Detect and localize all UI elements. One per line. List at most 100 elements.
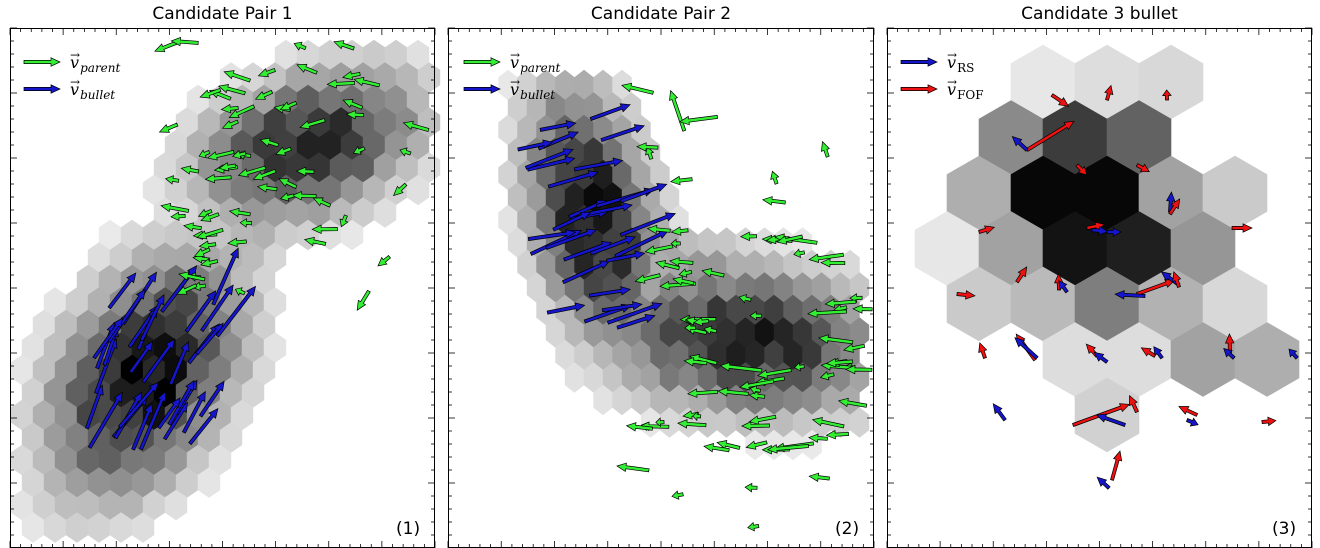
parent-arrow: [776, 234, 804, 245]
hexbin-cell: [43, 467, 67, 498]
bullet-arrow: [139, 391, 166, 451]
hexbin-cell: [98, 489, 122, 521]
parent-arrow: [717, 387, 749, 397]
hexbin-cell: [1106, 322, 1172, 397]
hexbin-cell: [208, 399, 232, 431]
rs-arrow: [1091, 225, 1109, 236]
fof-arrow: [956, 290, 976, 300]
parent-arrow: [291, 190, 317, 201]
parent-arrow: [684, 322, 696, 333]
hexbin-cell: [252, 219, 276, 251]
hexbin-cell: [362, 84, 386, 116]
hexbin-cell: [120, 219, 144, 251]
hexbin-cell: [186, 444, 210, 476]
hexbin-cell: [536, 249, 556, 281]
hexbin-cell: [602, 317, 623, 348]
rs-arrow: [1058, 280, 1069, 294]
hexbin-cell: [230, 264, 254, 296]
velocity-arrows: [956, 84, 1299, 490]
parent-arrow: [634, 273, 661, 284]
hexbin-cell: [1138, 44, 1204, 120]
hexbin-cell: [263, 287, 287, 318]
parent-arrow: [669, 257, 694, 267]
hexbin-cell: [507, 227, 528, 258]
hexbin-cell: [517, 204, 537, 236]
hexbin-cell: [688, 249, 708, 281]
hexbin-cell: [773, 317, 794, 348]
hexbin-cell: [602, 362, 623, 393]
hexbin-cell: [318, 39, 342, 71]
svg-text:v→bullet: v→bullet: [510, 75, 555, 102]
hexbin-cell: [821, 384, 841, 416]
fof-arrow: [978, 225, 996, 235]
hexbin-cell: [263, 332, 287, 363]
hexbin-cell: [109, 287, 133, 318]
legend-entry: v→parent: [463, 48, 561, 75]
bullet-arrow: [601, 301, 643, 313]
hexbin-cell: [142, 174, 166, 206]
parent-arrow: [221, 119, 239, 129]
legend-label: parent: [520, 61, 560, 75]
parent-arrow: [170, 211, 186, 222]
hexbin-cell: [735, 272, 756, 303]
hexbin-cell: [555, 339, 575, 371]
hexbin-cell: [87, 422, 111, 453]
parent-arrow: [845, 364, 873, 375]
parent-arrow: [377, 255, 391, 267]
fof-arrow: [1025, 120, 1075, 152]
hexbin-cell: [54, 399, 78, 431]
hexbin-cell: [802, 384, 822, 416]
hexbin-cell: [318, 174, 342, 206]
hexbin-cell: [545, 92, 566, 123]
hexbin-cell: [621, 92, 642, 123]
hexbin-cell: [526, 182, 547, 213]
parent-arrow: [198, 149, 211, 159]
bullet-arrow: [573, 157, 624, 172]
hexbin-cell: [593, 159, 613, 191]
hexbin-cell: [230, 354, 254, 386]
parent-arrow: [326, 79, 355, 89]
hexbin-cell: [230, 399, 254, 431]
hexbin-cell: [329, 107, 353, 138]
parent-arrow: [645, 146, 655, 160]
parent-arrow: [739, 231, 757, 242]
hexbin-cell: [650, 294, 670, 326]
bullet-arrow: [587, 202, 633, 216]
bullet-arrow: [561, 260, 611, 285]
parent-arrow: [808, 433, 828, 443]
hexbin-cell: [142, 219, 166, 251]
hexbin-cell: [76, 489, 100, 521]
fof-arrow: [1231, 223, 1253, 233]
parent-arrow: [279, 192, 295, 202]
parent-arrow: [164, 175, 180, 185]
legend-label: bullet: [520, 88, 555, 102]
legend-entry: v→bullet: [463, 75, 555, 102]
parent-arrow: [837, 397, 868, 408]
hexbin-cell: [329, 197, 353, 228]
hexbin-cell: [669, 339, 689, 371]
hexbin-cell: [252, 129, 276, 161]
hexbin-cell: [131, 242, 155, 273]
hexbin-cell: [716, 227, 737, 258]
hexbin-cell: [659, 407, 680, 438]
hexbin-cell: [76, 354, 100, 386]
parent-arrow: [741, 421, 770, 431]
legend-symbol: v: [70, 53, 79, 72]
hexbin-cell: [109, 242, 133, 273]
hexbin-cell: [318, 129, 342, 161]
parent-arrow: [825, 429, 849, 440]
parent-arrow: [671, 490, 684, 500]
parent-arrow: [192, 281, 207, 292]
hexbin-cell: [43, 377, 67, 408]
density-hexbins: [10, 39, 441, 543]
hexbin-cell: [621, 137, 642, 168]
hexbin-cell: [830, 272, 851, 303]
hexbin-cell: [650, 339, 670, 371]
hexbin-cell: [678, 227, 699, 258]
hexbin-cell: [384, 84, 408, 116]
hexbin-cell: [197, 467, 221, 498]
parent-arrow: [747, 521, 760, 532]
rs-arrow: [1114, 290, 1146, 300]
hexbin-cell: [564, 362, 585, 393]
